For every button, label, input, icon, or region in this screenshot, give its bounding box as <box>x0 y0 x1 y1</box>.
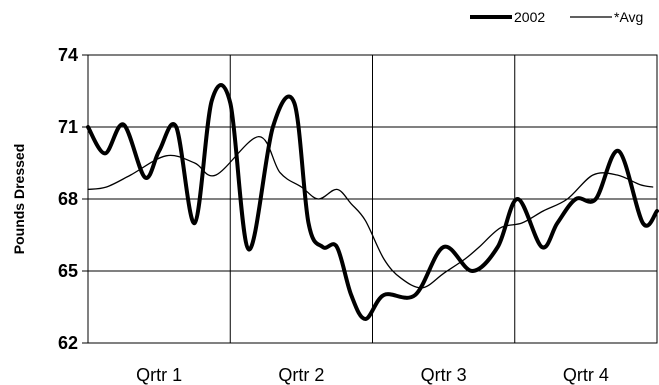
x-category-label: Qrtr 3 <box>421 365 467 385</box>
y-tick-label: 74 <box>58 45 78 65</box>
y-tick-label: 71 <box>58 117 78 137</box>
x-category-label: Qrtr 1 <box>136 365 182 385</box>
legend-label: *Avg <box>614 9 643 25</box>
x-category-label: Qrtr 2 <box>278 365 324 385</box>
legend: 2002 *Avg <box>470 9 643 25</box>
legend-label: 2002 <box>514 9 545 25</box>
x-category-label: Qrtr 4 <box>563 365 609 385</box>
y-tick-label: 62 <box>58 333 78 353</box>
plot-grid <box>88 54 657 344</box>
series-lines <box>86 83 659 321</box>
y-tick-label: 68 <box>58 189 78 209</box>
series-line-avg <box>87 135 654 289</box>
x-axis-categories: Qrtr 1 Qrtr 2 Qrtr 3 Qrtr 4 <box>136 365 609 385</box>
series-line-2002 <box>86 83 659 321</box>
y-tick-label: 65 <box>58 261 78 281</box>
y-axis-label: Pounds Dressed <box>11 144 27 254</box>
y-axis-ticks: 62 65 68 71 74 <box>58 45 88 353</box>
